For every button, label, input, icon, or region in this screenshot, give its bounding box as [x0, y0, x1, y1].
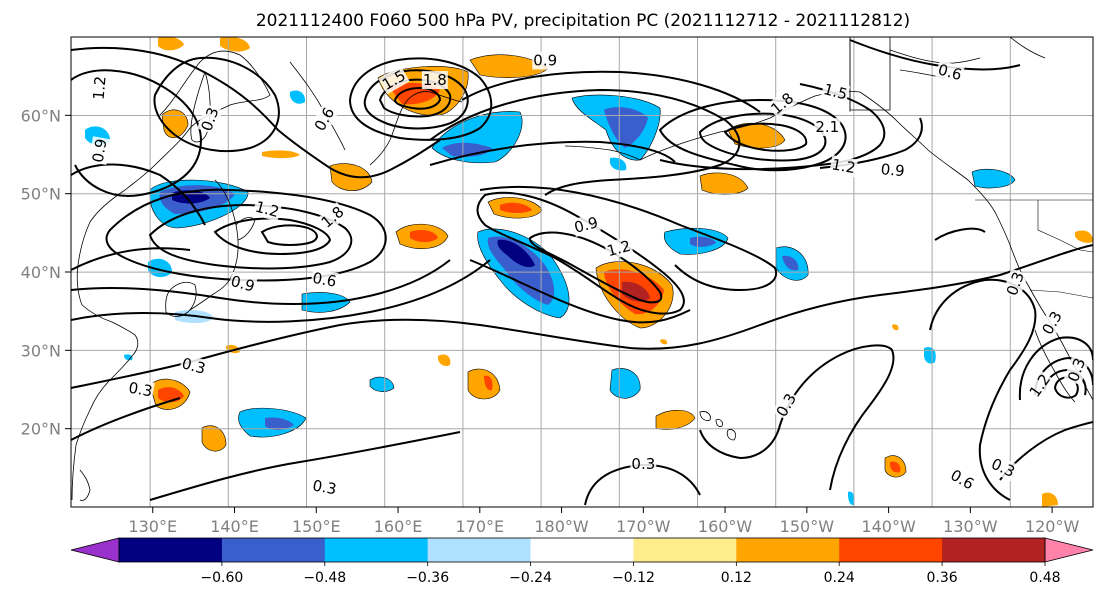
- colorbar-outline: [118, 537, 1046, 563]
- colorbar-tick-label: 0.24: [824, 570, 855, 586]
- pv-contour-label: 1.2: [252, 197, 283, 222]
- lon-tick-label: 120°W: [1025, 517, 1080, 536]
- map-area: 1.20.90.3 0.61.5 1.80.9 0.61.8 1.52.11.2 0.91…: [71, 37, 1093, 507]
- svg-text:0.6: 0.6: [936, 60, 964, 84]
- svg-text:1.2: 1.2: [605, 237, 633, 261]
- svg-text:0.3: 0.3: [631, 455, 655, 473]
- figure-title: 2021112400 F060 500 hPa PV, precipitatio…: [256, 11, 910, 31]
- svg-text:1.2: 1.2: [90, 75, 110, 100]
- svg-text:0.3: 0.3: [311, 476, 338, 498]
- pv-contour-label: 0.3: [197, 103, 223, 135]
- lon-tick-label: 170°E: [455, 517, 504, 536]
- svg-text:0.3: 0.3: [127, 379, 154, 401]
- lon-tick-label: 140°W: [861, 517, 916, 536]
- svg-text:1.8: 1.8: [423, 71, 447, 89]
- svg-text:0.3: 0.3: [180, 354, 208, 378]
- colorbar-tick-label: 0.48: [1029, 570, 1060, 586]
- colorbar-tick-label: −0.12: [612, 570, 655, 586]
- pv-contour-label: 0.3: [630, 454, 657, 473]
- pv-contour-label: 1.2: [603, 236, 634, 261]
- colorbar-tick-label: 0.36: [927, 570, 958, 586]
- pv-contour-label: 0.6: [935, 60, 965, 85]
- colorbar-segment: [839, 538, 943, 562]
- pv-contour-label: 0.9: [571, 212, 601, 238]
- colorbar-tick-label: −0.36: [406, 570, 449, 586]
- colorbar: −0.60 −0.48 −0.36 −0.24 −0.12 0.12 0.24 0.36 0.4…: [70, 537, 1094, 586]
- latitude-tick-labels: 20°N 30°N 40°N 50°N 60°N: [21, 106, 71, 439]
- pv-contour-label: 0.3: [310, 476, 339, 499]
- pv-contour-label: 1.2: [89, 74, 110, 102]
- country-borders: [849, 37, 1093, 299]
- lon-tick-label: 150°E: [292, 517, 341, 536]
- svg-text:1.5: 1.5: [822, 80, 850, 104]
- colorbar-segment: [119, 538, 223, 562]
- colorbar-segment: [942, 538, 1046, 562]
- lon-tick-label: 160°E: [374, 517, 423, 536]
- lon-tick-label: 130°W: [943, 517, 998, 536]
- colorbar-tick-label: −0.48: [303, 570, 346, 586]
- pv-contour-label: 1.8: [421, 71, 448, 90]
- colorbar-tick-label: 0.12: [721, 570, 752, 586]
- svg-text:1.2: 1.2: [830, 155, 857, 177]
- pv-contour-label: 0.9: [878, 160, 907, 181]
- colorbar-tick-label: −0.60: [200, 570, 243, 586]
- pv-contour-label: 2.1: [814, 118, 841, 137]
- svg-text:0.6: 0.6: [311, 269, 338, 291]
- lon-tick-label: 180°W: [534, 517, 589, 536]
- lon-tick-label: 140°E: [210, 517, 259, 536]
- pv-contour-label: 1.5: [820, 79, 851, 104]
- svg-text:0.9: 0.9: [572, 213, 600, 237]
- colorbar-segment: [633, 538, 737, 562]
- pv-contour-label: 1.2: [829, 155, 858, 178]
- lat-tick-label: 60°N: [21, 106, 61, 125]
- lon-tick-label: 130°E: [128, 517, 177, 536]
- colorbar-extend-low: [70, 537, 120, 563]
- lat-tick-label: 20°N: [21, 420, 61, 439]
- lat-tick-label: 30°N: [21, 341, 61, 360]
- pv-contours: [71, 39, 1093, 506]
- svg-text:1.2: 1.2: [253, 198, 281, 222]
- colorbar-segment: [427, 538, 532, 562]
- svg-text:0.9: 0.9: [89, 137, 111, 164]
- lon-tick-label: 170°W: [616, 517, 671, 536]
- pv-contour-label: 0.9: [532, 51, 559, 70]
- lon-tick-label: 160°W: [698, 517, 753, 536]
- colorbar-segment: [530, 538, 634, 562]
- svg-text:0.9: 0.9: [229, 272, 257, 296]
- svg-text:2.1: 2.1: [815, 118, 839, 136]
- colorbar-segment: [221, 538, 326, 562]
- pv-contour-label: 0.9: [88, 136, 111, 165]
- pv-contour-label: 0.6: [310, 268, 339, 291]
- lon-tick-label: 150°W: [780, 517, 835, 536]
- precip-shading: [85, 90, 1016, 506]
- pv-contour-label: 0.9: [227, 271, 258, 296]
- pv-contour-labels: 1.20.90.3 0.61.5 1.80.9 0.61.8 1.52.11.2 0.91…: [88, 51, 1090, 499]
- pv-contour-label: 0.3: [126, 378, 155, 401]
- svg-text:0.9: 0.9: [880, 160, 905, 180]
- svg-text:0.9: 0.9: [533, 52, 557, 70]
- lat-tick-label: 40°N: [21, 263, 61, 282]
- colorbar-tick-label: −0.24: [509, 570, 552, 586]
- pv-contour-label: 0.3: [178, 353, 209, 379]
- colorbar-segment: [324, 538, 429, 562]
- colorbar-extend-high: [1044, 537, 1094, 563]
- lat-tick-label: 50°N: [21, 185, 61, 204]
- colorbar-segment: [736, 538, 840, 562]
- longitude-tick-labels: 130°E 140°E 150°E 160°E 170°E 180°W 170°W 160°W…: [128, 507, 1079, 536]
